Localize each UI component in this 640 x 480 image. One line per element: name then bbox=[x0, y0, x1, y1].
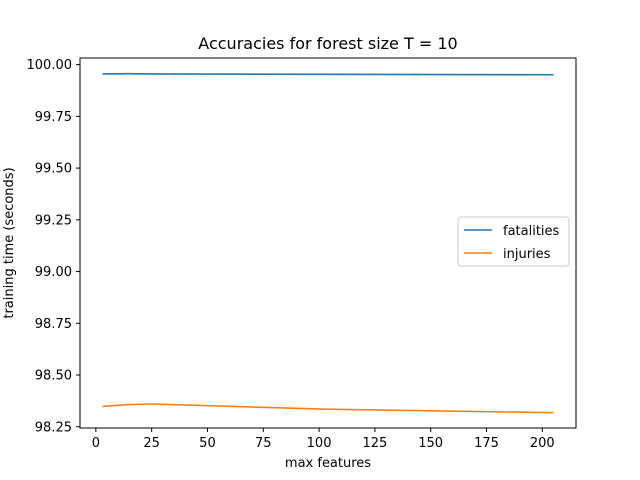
x-tick-label: 75 bbox=[255, 436, 272, 451]
legend-label-injuries: injuries bbox=[503, 247, 551, 262]
y-tick-label: 100.00 bbox=[27, 58, 73, 73]
y-axis-ticks: 98.25 98.50 98.75 99.00 99.25 99.50 99.75 100.0… bbox=[27, 58, 80, 435]
y-tick-label: 98.75 bbox=[35, 317, 72, 332]
x-tick-label: 25 bbox=[143, 436, 160, 451]
y-tick-label: 99.25 bbox=[35, 213, 72, 228]
x-tick-label: 175 bbox=[474, 436, 499, 451]
x-axis-label: max features bbox=[285, 456, 371, 471]
y-tick-label: 99.00 bbox=[35, 265, 72, 280]
y-tick-label: 98.50 bbox=[35, 369, 72, 384]
y-tick-label: 98.25 bbox=[35, 420, 72, 435]
plot-frame bbox=[79, 57, 577, 429]
series-line-fatalities bbox=[102, 72, 554, 76]
chart-title: Accuracies for forest size T = 10 bbox=[198, 34, 457, 53]
legend-label-fatalities: fatalities bbox=[503, 224, 560, 239]
legend: fatalities injuries bbox=[457, 216, 570, 267]
y-tick-label: 99.75 bbox=[35, 110, 72, 125]
x-tick-label: 125 bbox=[362, 436, 387, 451]
x-axis-ticks: 0 25 50 75 100 125 150 175 200 bbox=[92, 428, 555, 451]
series-line-injuries bbox=[102, 403, 554, 414]
y-axis-label: training time (seconds) bbox=[2, 167, 17, 318]
x-tick-label: 50 bbox=[199, 436, 216, 451]
y-tick-label: 99.50 bbox=[35, 162, 72, 177]
x-tick-label: 150 bbox=[418, 436, 443, 451]
series-layer bbox=[102, 72, 554, 414]
x-tick-label: 100 bbox=[307, 436, 332, 451]
x-tick-label: 0 bbox=[92, 436, 100, 451]
x-tick-label: 200 bbox=[530, 436, 555, 451]
